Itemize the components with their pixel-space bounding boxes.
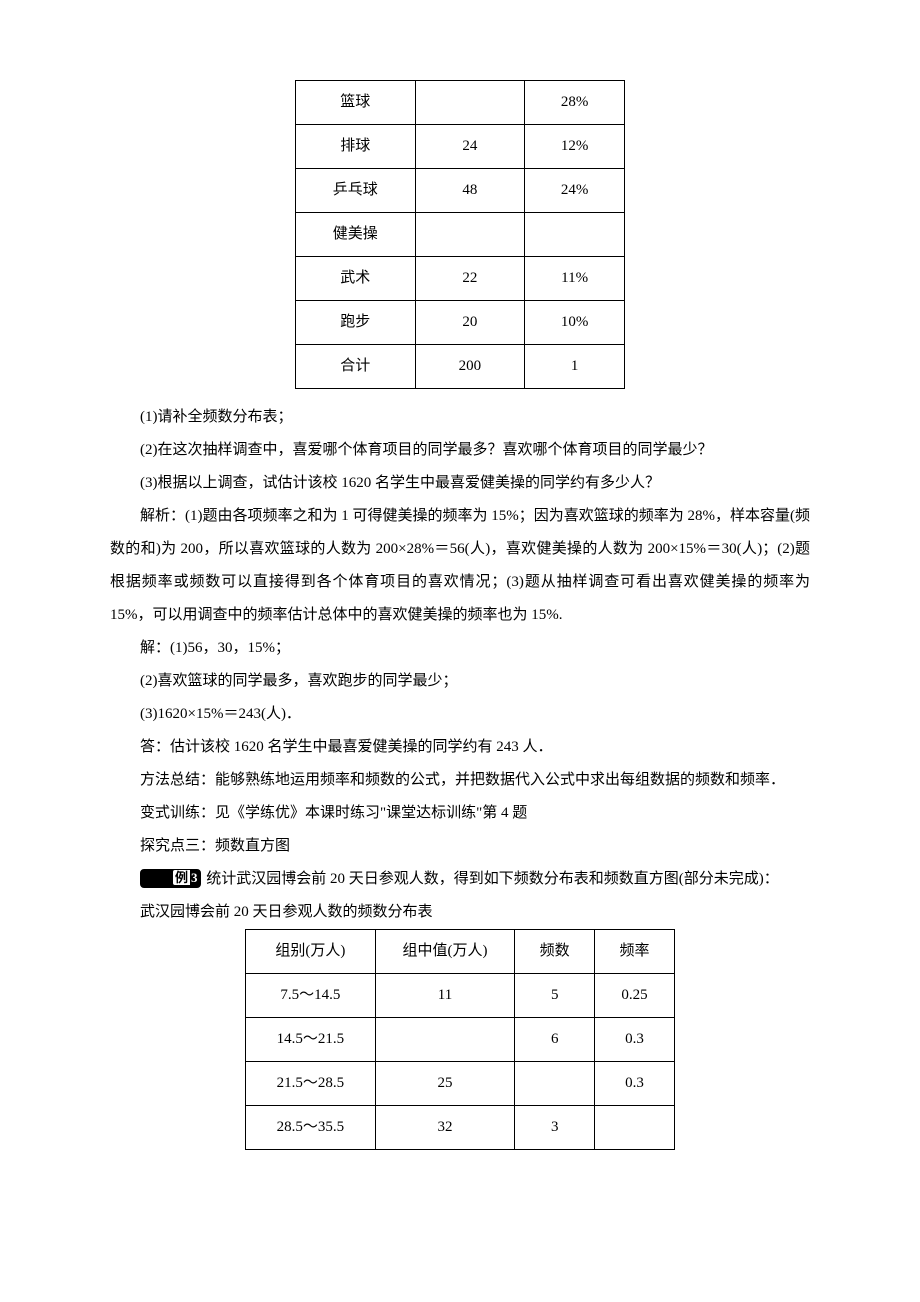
cell-sport: 乒乓球	[296, 169, 416, 213]
cell-mid: 25	[375, 1062, 515, 1106]
cell-pct: 10%	[525, 301, 625, 345]
cell-freq: 5	[515, 974, 595, 1018]
cell-freq	[515, 1062, 595, 1106]
analysis-text: 解析：(1)题由各项频率之和为 1 可得健美操的频率为 15%；因为喜欢篮球的频…	[110, 500, 810, 632]
table-row: 乒乓球 48 24%	[296, 169, 625, 213]
header-freq: 频数	[515, 930, 595, 974]
table-row: 合计 200 1	[296, 345, 625, 389]
question-1: (1)请补全频数分布表；	[110, 401, 810, 434]
method-summary: 方法总结：能够熟练地运用频率和频数的公式，并把数据代入公式中求出每组数据的频数和…	[110, 764, 810, 797]
header-mid: 组中值(万人)	[375, 930, 515, 974]
cell-pct: 24%	[525, 169, 625, 213]
example-badge-text: 例	[173, 870, 190, 885]
cell-mid: 11	[375, 974, 515, 1018]
cell-rate: 0.3	[595, 1062, 675, 1106]
cell-sport: 武术	[296, 257, 416, 301]
table-row: 21.5～28.5 25 0.3	[246, 1062, 675, 1106]
cell-sport: 跑步	[296, 301, 416, 345]
visitor-frequency-table: 组别(万人) 组中值(万人) 频数 频率 7.5～14.5 11 5 0.25 …	[245, 929, 675, 1150]
cell-freq: 22	[415, 257, 525, 301]
cell-freq: 3	[515, 1106, 595, 1150]
example-3: 例3 统计武汉园博会前 20 天日参观人数，得到如下频数分布表和频数直方图(部分…	[110, 863, 810, 896]
table-row: 排球 24 12%	[296, 125, 625, 169]
cell-group: 7.5～14.5	[246, 974, 376, 1018]
answer-text: 答：估计该校 1620 名学生中最喜爱健美操的同学约有 243 人．	[110, 731, 810, 764]
example-badge: 例3	[140, 869, 201, 888]
cell-group: 14.5～21.5	[246, 1018, 376, 1062]
cell-pct: 1	[525, 345, 625, 389]
cell-pct: 12%	[525, 125, 625, 169]
question-2: (2)在这次抽样调查中，喜爱哪个体育项目的同学最多？喜欢哪个体育项目的同学最少？	[110, 434, 810, 467]
cell-freq: 48	[415, 169, 525, 213]
cell-sport: 健美操	[296, 213, 416, 257]
cell-rate: 0.3	[595, 1018, 675, 1062]
cell-freq: 20	[415, 301, 525, 345]
table-row: 武术 22 11%	[296, 257, 625, 301]
cell-pct: 11%	[525, 257, 625, 301]
cell-freq: 24	[415, 125, 525, 169]
cell-rate: 0.25	[595, 974, 675, 1018]
solution-1: 解：(1)56，30，15%；	[110, 632, 810, 665]
cell-sport: 排球	[296, 125, 416, 169]
table-row: 篮球 28%	[296, 81, 625, 125]
table-header: 组别(万人) 组中值(万人) 频数 频率	[246, 930, 675, 974]
sports-frequency-table: 篮球 28% 排球 24 12% 乒乓球 48 24% 健美操 武术 22 11…	[295, 80, 625, 389]
cell-sport: 篮球	[296, 81, 416, 125]
example-badge-num: 3	[191, 870, 198, 885]
explore-point: 探究点三：频数直方图	[110, 830, 810, 863]
cell-pct: 28%	[525, 81, 625, 125]
cell-sport: 合计	[296, 345, 416, 389]
cell-mid	[375, 1018, 515, 1062]
variant-training: 变式训练：见《学练优》本课时练习"课堂达标训练"第 4 题	[110, 797, 810, 830]
cell-freq: 6	[515, 1018, 595, 1062]
cell-mid: 32	[375, 1106, 515, 1150]
table-row: 7.5～14.5 11 5 0.25	[246, 974, 675, 1018]
solution-2: (2)喜欢篮球的同学最多，喜欢跑步的同学最少；	[110, 665, 810, 698]
header-rate: 频率	[595, 930, 675, 974]
cell-group: 28.5～35.5	[246, 1106, 376, 1150]
example-3-text: 统计武汉园博会前 20 天日参观人数，得到如下频数分布表和频数直方图(部分未完成…	[203, 871, 779, 887]
cell-pct	[525, 213, 625, 257]
table-row: 跑步 20 10%	[296, 301, 625, 345]
solution-3: (3)1620×15%＝243(人)．	[110, 698, 810, 731]
table-row: 健美操	[296, 213, 625, 257]
cell-freq	[415, 213, 525, 257]
cell-freq: 200	[415, 345, 525, 389]
table-row: 28.5～35.5 32 3	[246, 1106, 675, 1150]
table2-title: 武汉园博会前 20 天日参观人数的频数分布表	[110, 896, 810, 929]
table-row: 14.5～21.5 6 0.3	[246, 1018, 675, 1062]
header-group: 组别(万人)	[246, 930, 376, 974]
cell-group: 21.5～28.5	[246, 1062, 376, 1106]
question-3: (3)根据以上调查，试估计该校 1620 名学生中最喜爱健美操的同学约有多少人？	[110, 467, 810, 500]
cell-rate	[595, 1106, 675, 1150]
cell-freq	[415, 81, 525, 125]
